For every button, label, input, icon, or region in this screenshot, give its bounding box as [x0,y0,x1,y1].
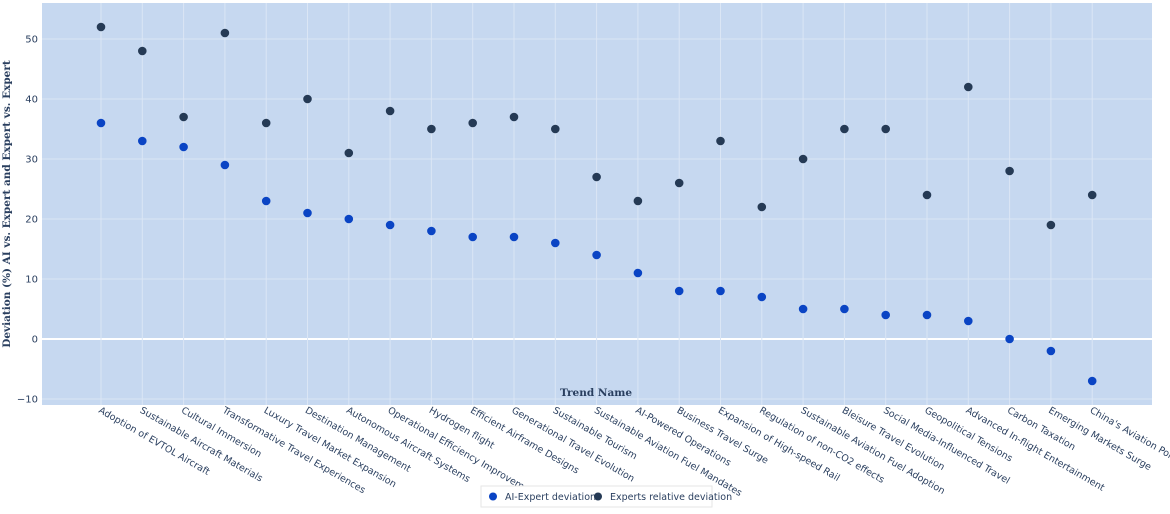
y-axis-title: Deviation (%) AI vs. Expert and Expert v… [1,60,13,348]
ai-expert-point[interactable] [303,208,312,218]
experts-relative-point[interactable] [96,22,106,32]
ai-expert-point[interactable] [96,118,106,128]
y-tick-label: −10 [17,395,38,406]
ai-expert-point[interactable] [138,136,147,146]
ai-expert-point[interactable] [922,310,932,320]
experts-relative-point[interactable] [344,148,354,158]
experts-relative-point[interactable] [964,82,973,92]
y-axis-ticks: −10 0 10 20 30 40 50 [17,35,38,406]
ai-expert-point[interactable] [509,232,519,242]
legend-marker-ai-expert [489,492,497,501]
experts-relative-point[interactable] [716,136,725,146]
legend-label-ai-expert[interactable]: AI-Expert deviation [505,492,596,503]
experts-relative-point[interactable] [1005,166,1014,176]
ai-expert-point[interactable] [674,286,684,296]
ai-expert-point[interactable] [592,250,601,260]
experts-relative-point[interactable] [633,196,643,206]
ai-expert-point[interactable] [757,292,767,302]
legend: AI-Expert deviation Experts relative dev… [480,485,732,508]
ai-expert-point[interactable] [964,316,973,326]
experts-relative-point[interactable] [1087,190,1097,200]
experts-relative-point[interactable] [840,124,849,134]
experts-relative-point[interactable] [798,154,808,164]
ai-expert-point[interactable] [344,214,354,224]
y-tick-label: 0 [32,335,38,346]
legend-marker-experts-relative [594,492,602,501]
ai-expert-point[interactable] [881,310,890,320]
ai-expert-point[interactable] [427,226,436,236]
ai-expert-point[interactable] [468,232,478,242]
experts-relative-point[interactable] [674,178,684,188]
experts-relative-point[interactable] [468,118,478,128]
experts-relative-point[interactable] [881,124,890,134]
y-tick-label: 50 [25,35,38,46]
experts-relative-point[interactable] [220,28,230,38]
experts-relative-point[interactable] [922,190,932,200]
ai-expert-point[interactable] [261,196,271,206]
ai-expert-point[interactable] [551,238,560,248]
ai-expert-point[interactable] [179,142,188,152]
experts-relative-point[interactable] [138,46,147,56]
experts-relative-point[interactable] [261,118,271,128]
experts-relative-point[interactable] [551,124,560,134]
ai-expert-point[interactable] [1005,334,1014,344]
experts-relative-point[interactable] [179,112,188,122]
gridlines [42,3,1152,405]
y-tick-label: 40 [25,95,38,106]
experts-relative-point[interactable] [427,124,436,134]
experts-relative-point[interactable] [592,172,601,182]
legend-label-experts-relative[interactable]: Experts relative deviation [610,492,732,503]
experts-relative-point[interactable] [509,112,519,122]
ai-expert-point[interactable] [220,160,230,170]
ai-expert-point[interactable] [840,304,849,314]
ai-expert-point[interactable] [1087,376,1097,386]
ai-expert-point[interactable] [798,304,808,314]
experts-relative-point[interactable] [757,202,767,212]
x-axis-title: Trend Name [560,387,632,399]
experts-relative-point[interactable] [1046,220,1056,230]
data-points [96,22,1097,386]
y-tick-label: 30 [25,155,38,166]
ai-expert-point[interactable] [1046,346,1056,356]
experts-relative-point[interactable] [303,94,312,104]
ai-expert-point[interactable] [385,220,395,230]
ai-expert-point[interactable] [633,268,643,278]
y-tick-label: 10 [25,275,38,286]
experts-relative-point[interactable] [385,106,395,116]
ai-expert-point[interactable] [716,286,725,296]
y-tick-label: 20 [25,215,38,226]
